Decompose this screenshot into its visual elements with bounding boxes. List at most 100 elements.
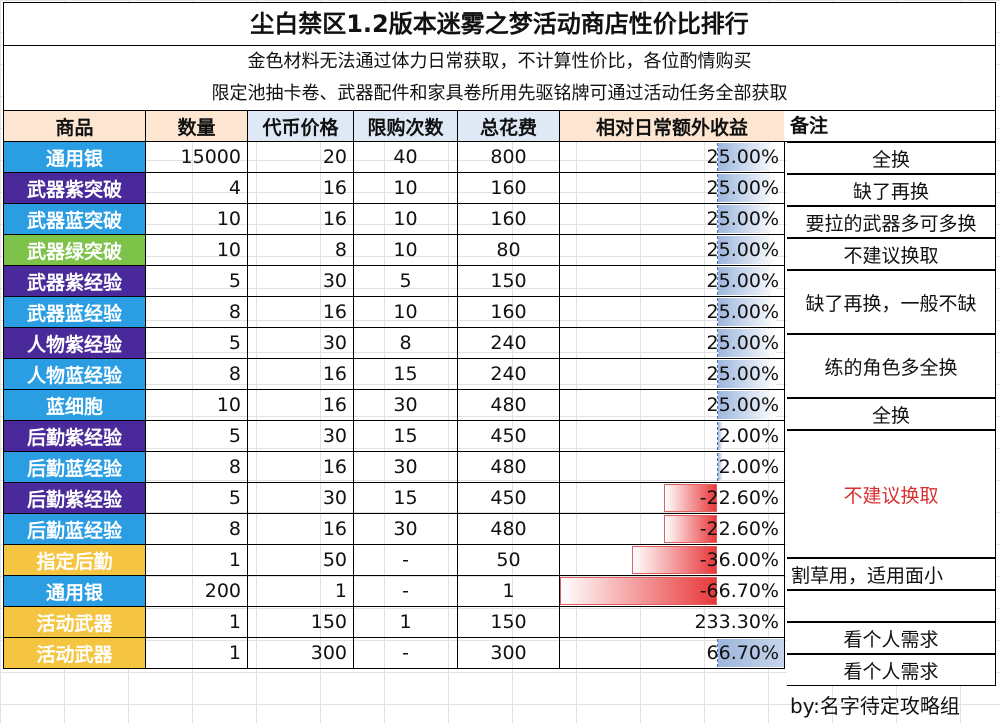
price-cell: 30 (247, 420, 354, 452)
gain-data-bar (717, 453, 723, 481)
limit-cell: 15 (353, 482, 458, 514)
limit-cell: 15 (353, 420, 458, 452)
qty-cell: 5 (145, 327, 248, 359)
table-row: 武器蓝经验 8 16 10 160 25.00% (3, 296, 785, 328)
limit-cell: 8 (353, 327, 458, 359)
qty-cell: 15000 (145, 141, 248, 173)
limit-cell: 40 (353, 141, 458, 173)
total-cell: 450 (457, 482, 560, 514)
item-name-cell: 人物紫经验 (3, 327, 146, 359)
total-cell: 150 (457, 265, 560, 297)
price-cell: 50 (247, 544, 354, 576)
limit-cell: 30 (353, 389, 458, 421)
total-cell: 480 (457, 513, 560, 545)
qty-cell: 1 (145, 606, 248, 638)
header-price: 代币价格 (247, 110, 354, 142)
gain-cell: 25.00% (559, 265, 785, 297)
qty-cell: 5 (145, 482, 248, 514)
gain-cell: 2.00% (559, 451, 785, 483)
total-cell: 160 (457, 296, 560, 328)
note-line-1: 金色材料无法通过体力日常获取，不计算性价比，各位酌情购买 (3, 46, 996, 78)
limit-cell: 10 (353, 296, 458, 328)
price-cell: 16 (247, 203, 354, 235)
remark-cell: 缺了再换，一般不缺 (787, 270, 996, 334)
gain-value: 25.00% (706, 363, 779, 385)
item-name-cell: 后勤紫经验 (3, 482, 146, 514)
limit-cell: - (353, 544, 458, 576)
qty-cell: 8 (145, 358, 248, 390)
remark-cell: 缺了再换 (787, 174, 996, 206)
header-limit: 限购次数 (353, 110, 458, 142)
table-row: 人物紫经验 5 30 8 240 25.00% (3, 327, 785, 359)
gain-cell: 66.70% (559, 637, 785, 669)
gain-cell: 25.00% (559, 358, 785, 390)
item-name-cell: 武器蓝经验 (3, 296, 146, 328)
qty-cell: 5 (145, 265, 248, 297)
price-cell: 20 (247, 141, 354, 173)
gain-data-bar (717, 298, 776, 326)
gain-cell: 25.00% (559, 234, 785, 266)
qty-cell: 8 (145, 513, 248, 545)
limit-cell: 5 (353, 265, 458, 297)
gain-value: -66.70% (699, 580, 779, 602)
remark-cell: 练的角色多全换 (787, 334, 996, 398)
remark-cell: 要拉的武器多可多换 (787, 206, 996, 238)
qty-cell: 10 (145, 234, 248, 266)
total-cell: 800 (457, 141, 560, 173)
table-row: 通用银 200 1-1 -66.70% (3, 575, 785, 607)
item-name-cell: 蓝细胞 (3, 389, 146, 421)
value-table: 商品 数量 代币价格 限购次数 总花费 相对日常额外收益 通用银 15000 20 4… (3, 110, 785, 669)
price-cell: 150 (247, 606, 354, 638)
item-name-cell: 武器紫突破 (3, 172, 146, 204)
limit-cell: 10 (353, 234, 458, 266)
gain-data-bar (560, 577, 717, 605)
table-row: 后勤蓝经验 8 16 30 480 2.00% (3, 451, 785, 483)
table-row: 活动武器 1 150 1 150 233.30% (3, 606, 785, 638)
gain-value: 25.00% (706, 332, 779, 354)
gain-value: 25.00% (706, 208, 779, 230)
byline: by:名字待定攻略组 (790, 694, 960, 718)
total-cell: 160 (457, 172, 560, 204)
remark-cell: 不建议换取 (787, 238, 996, 270)
price-cell: 16 (247, 358, 354, 390)
table-row: 武器蓝突破 10 16 10 160 25.00% (3, 203, 785, 235)
qty-cell: 1 (145, 637, 248, 669)
gain-value: -22.60% (699, 487, 779, 509)
table-row: 后勤紫经验 5 30 15 450 -22.60% (3, 482, 785, 514)
gain-value: 2.00% (718, 425, 779, 447)
table-row: 武器绿突破 10 8 10 80 25.00% (3, 234, 785, 266)
limit-cell: 1 (353, 606, 458, 638)
item-name-cell: 活动武器 (3, 637, 146, 669)
gain-data-bar (717, 236, 776, 264)
item-name-cell: 后勤蓝经验 (3, 513, 146, 545)
header-item: 商品 (3, 110, 146, 142)
total-cell: 300 (457, 637, 560, 669)
price-cell: 30 (247, 482, 354, 514)
remark-cell: 不建议换取 (787, 430, 996, 558)
item-name-cell: 武器蓝突破 (3, 203, 146, 235)
limit-cell: 15 (353, 358, 458, 390)
header-qty: 数量 (145, 110, 248, 142)
table-row: 后勤蓝经验 8 16 30 480 -22.60% (3, 513, 785, 545)
total-cell: 480 (457, 389, 560, 421)
table-row: 活动武器 1 300-300 66.70% (3, 637, 785, 669)
remark-cell: 看个人需求 (787, 654, 996, 686)
gain-data-bar (632, 546, 717, 574)
qty-cell: 5 (145, 420, 248, 452)
limit-cell: 10 (353, 172, 458, 204)
gain-value: 25.00% (706, 270, 779, 292)
total-cell: 480 (457, 451, 560, 483)
price-cell: 16 (247, 172, 354, 204)
gain-data-bar (717, 205, 776, 233)
gain-cell: 25.00% (559, 389, 785, 421)
gain-cell: 25.00% (559, 172, 785, 204)
table-row: 人物蓝经验 8 16 15 240 25.00% (3, 358, 785, 390)
gain-value: 233.30% (694, 611, 779, 633)
remark-cell: 全换 (787, 142, 996, 174)
price-cell: 30 (247, 265, 354, 297)
price-cell: 1 (247, 575, 354, 607)
item-name-cell: 武器紫经验 (3, 265, 146, 297)
gain-data-bar (717, 174, 776, 202)
gain-cell: 25.00% (559, 203, 785, 235)
gain-cell: 233.30% (559, 606, 785, 638)
